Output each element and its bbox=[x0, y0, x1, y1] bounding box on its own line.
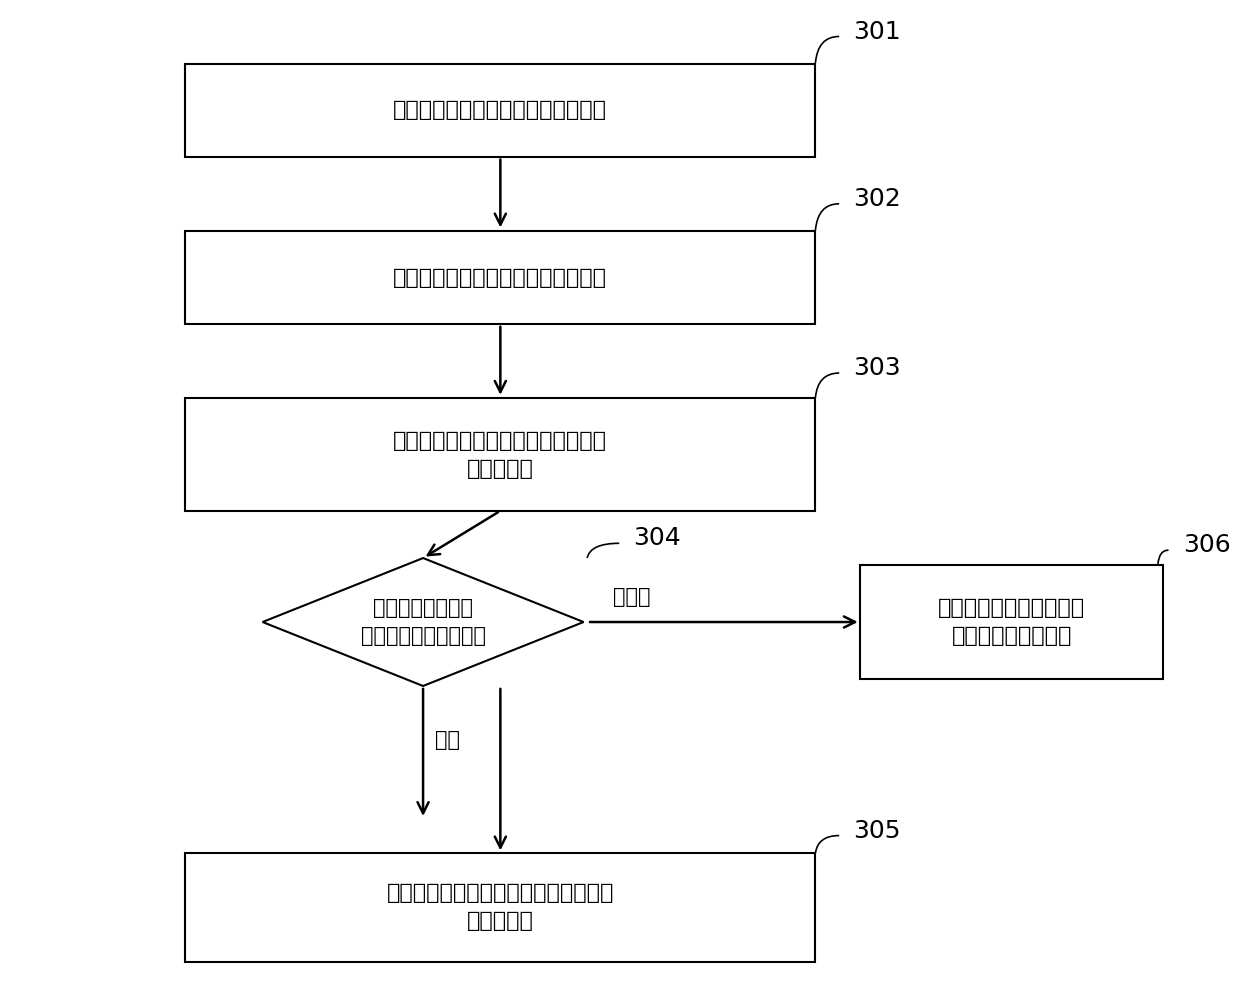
FancyBboxPatch shape bbox=[185, 853, 816, 961]
Text: 不支付: 不支付 bbox=[614, 587, 651, 607]
Text: 305: 305 bbox=[853, 818, 901, 842]
Text: 支付: 支付 bbox=[435, 731, 460, 750]
Text: 304: 304 bbox=[634, 526, 681, 550]
FancyBboxPatch shape bbox=[185, 64, 816, 157]
Text: 根据该通行预约信息确定第一通行费: 根据该通行预约信息确定第一通行费 bbox=[393, 267, 608, 287]
Text: 302: 302 bbox=[853, 187, 901, 211]
FancyBboxPatch shape bbox=[861, 566, 1163, 679]
Text: 306: 306 bbox=[1183, 533, 1230, 557]
Text: 向客户端设备发送到达收
费站停车缴费的信息: 向客户端设备发送到达收 费站停车缴费的信息 bbox=[937, 598, 1085, 646]
Text: 从通行预约信息绑定的支付账户中扣除
第一通行费: 从通行预约信息绑定的支付账户中扣除 第一通行费 bbox=[387, 883, 614, 931]
Polygon shape bbox=[263, 558, 584, 686]
FancyBboxPatch shape bbox=[185, 398, 816, 511]
Text: 接收到支付还是不
支付第一通行费的信息: 接收到支付还是不 支付第一通行费的信息 bbox=[361, 598, 486, 646]
Text: 将是否支付第一通行费的信息发送给
客户端设备: 将是否支付第一通行费的信息发送给 客户端设备 bbox=[393, 431, 608, 479]
Text: 接收客户端设备发送的通行预约信息: 接收客户端设备发送的通行预约信息 bbox=[393, 100, 608, 121]
Text: 303: 303 bbox=[853, 356, 901, 380]
FancyBboxPatch shape bbox=[185, 231, 816, 324]
Text: 301: 301 bbox=[853, 20, 901, 44]
